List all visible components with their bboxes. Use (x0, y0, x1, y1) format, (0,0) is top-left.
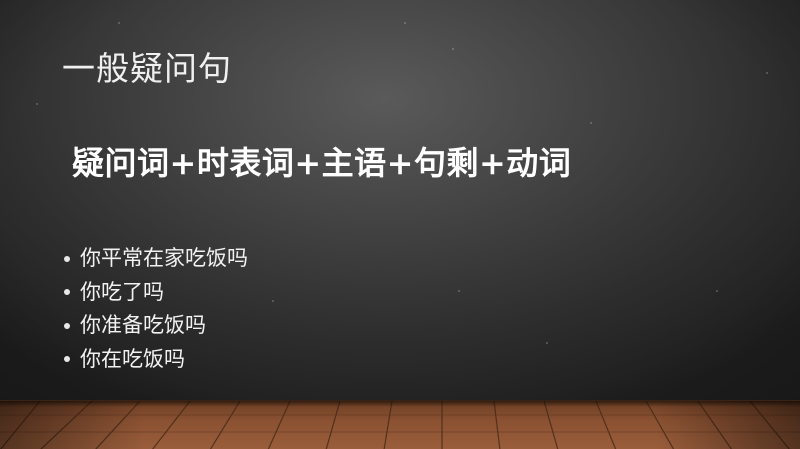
background-speck (272, 300, 274, 302)
bullet-icon (64, 289, 70, 296)
background-speck (546, 342, 548, 344)
bullet-icon (64, 322, 70, 329)
bullet-icon (64, 356, 70, 363)
slide-title: 一般疑问句 (62, 49, 232, 88)
background-speck (766, 72, 768, 74)
list-item-text: 你准备吃饭吗 (80, 313, 206, 337)
list-item-text: 你平常在家吃饭吗 (80, 246, 248, 270)
background-speck (590, 122, 592, 124)
background-speck (404, 22, 406, 24)
wooden-floor (0, 400, 800, 449)
background-speck (118, 22, 120, 24)
list-item: 你吃了吗 (64, 276, 248, 310)
floor-top-shadow (0, 401, 800, 407)
bullet-icon (64, 255, 70, 262)
list-item: 你平常在家吃饭吗 (64, 242, 248, 276)
background-speck (36, 103, 38, 105)
background-speck (716, 290, 718, 292)
background-speck (458, 290, 460, 292)
floor-side-shadow (0, 401, 800, 449)
example-list: 你平常在家吃饭吗 你吃了吗 你准备吃饭吗 你在吃饭吗 (64, 242, 248, 376)
list-item-text: 你吃了吗 (80, 279, 164, 304)
list-item: 你准备吃饭吗 (64, 309, 248, 343)
background-speck (452, 48, 454, 50)
list-item-text: 你在吃饭吗 (80, 346, 185, 371)
formula-heading: 疑问词+时表词+主语+句剩+动词 (72, 144, 572, 182)
floor-planks (0, 401, 800, 449)
list-item: 你在吃饭吗 (64, 343, 248, 377)
